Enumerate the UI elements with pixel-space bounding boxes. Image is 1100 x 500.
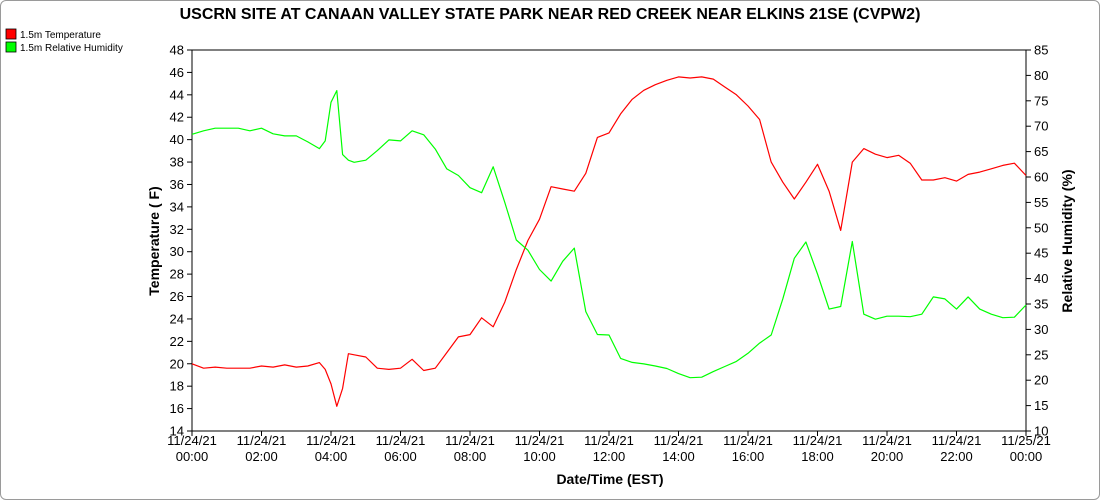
x-tick-label-date: 11/24/21: [723, 433, 773, 448]
right-tick-label: 60: [1034, 170, 1048, 185]
x-tick-label-date: 11/24/21: [654, 433, 704, 448]
x-tick-label-date: 11/25/21: [1001, 433, 1051, 448]
x-axis-title: Date/Time (EST): [556, 471, 663, 487]
x-tick-label-time: 08:00: [454, 449, 487, 464]
x-tick-label-time: 22:00: [940, 449, 973, 464]
x-tick-label-date: 11/24/21: [237, 433, 287, 448]
right-tick-label: 15: [1034, 398, 1048, 413]
x-tick-label-time: 14:00: [662, 449, 695, 464]
left-tick-label: 22: [170, 334, 184, 349]
left-tick-label: 16: [170, 401, 184, 416]
right-tick-label: 40: [1034, 271, 1048, 286]
x-tick-label-time: 00:00: [1010, 449, 1043, 464]
left-tick-label: 30: [170, 244, 184, 259]
legend-swatch-temperature: [5, 28, 17, 40]
legend-swatch-humidity: [5, 41, 17, 53]
x-tick-label-time: 20:00: [871, 449, 904, 464]
right-tick-label: 85: [1034, 43, 1048, 58]
x-tick-label-time: 04:00: [315, 449, 348, 464]
temperature-series-line: [191, 76, 1027, 407]
left-axis-title: Temperature ( F): [146, 186, 162, 295]
x-axis: 11/24/2100:0011/24/2102:0011/24/2104:001…: [167, 431, 1051, 464]
legend-label-temperature: 1.5m Temperature: [20, 30, 101, 41]
legend-label-humidity: 1.5m Relative Humidity: [20, 43, 123, 54]
left-tick-label: 36: [170, 177, 184, 192]
right-axis-title: Relative Humidity (%): [1059, 169, 1075, 312]
left-tick-label: 18: [170, 379, 184, 394]
right-tick-label: 70: [1034, 119, 1048, 134]
right-tick-label: 35: [1034, 297, 1048, 312]
x-tick-label-time: 06:00: [384, 449, 417, 464]
right-tick-label: 55: [1034, 195, 1048, 210]
left-tick-label: 42: [170, 110, 184, 125]
x-tick-label-time: 02:00: [245, 449, 278, 464]
right-tick-label: 65: [1034, 144, 1048, 159]
x-tick-label-date: 11/24/21: [584, 433, 634, 448]
left-tick-label: 32: [170, 222, 184, 237]
x-tick-label-date: 11/24/21: [306, 433, 356, 448]
plot-area: [191, 49, 1027, 432]
left-tick-label: 46: [170, 65, 184, 80]
chart-title: USCRN SITE AT CANAAN VALLEY STATE PARK N…: [180, 6, 921, 23]
right-axis: 10 15 20 25 30 35 40 45 50 55 60 65 70 75 80 85: [1026, 43, 1048, 439]
right-tick-label: 10: [1034, 424, 1048, 439]
right-tick-label: 45: [1034, 246, 1048, 261]
right-tick-label: 80: [1034, 68, 1048, 83]
left-tick-label: 14: [170, 424, 184, 439]
left-tick-label: 38: [170, 155, 184, 170]
x-tick-label-time: 10:00: [523, 449, 556, 464]
x-tick-label-date: 11/24/21: [167, 433, 217, 448]
x-tick-label-time: 00:00: [176, 449, 209, 464]
left-tick-label: 24: [170, 311, 184, 326]
x-tick-label-date: 11/24/21: [515, 433, 565, 448]
x-tick-label-date: 11/24/21: [793, 433, 843, 448]
left-tick-label: 20: [170, 356, 184, 371]
humidity-series-line: [191, 89, 1027, 379]
x-tick-label-time: 18:00: [801, 449, 834, 464]
left-tick-label: 48: [170, 43, 184, 58]
x-tick-label-time: 12:00: [593, 449, 626, 464]
right-tick-label: 20: [1034, 373, 1048, 388]
left-tick-label: 34: [170, 199, 184, 214]
x-tick-label-time: 16:00: [732, 449, 765, 464]
left-tick-label: 28: [170, 267, 184, 282]
right-tick-label: 50: [1034, 220, 1048, 235]
x-tick-label-date: 11/24/21: [445, 433, 495, 448]
left-tick-label: 26: [170, 289, 184, 304]
right-tick-label: 75: [1034, 93, 1048, 108]
legend: 1.5m Temperature 1.5m Relative Humidity: [5, 28, 123, 54]
x-tick-label-date: 11/24/21: [862, 433, 912, 448]
right-tick-label: 25: [1034, 347, 1048, 362]
x-tick-label-date: 11/24/21: [932, 433, 982, 448]
left-tick-label: 44: [170, 87, 184, 102]
right-tick-label: 30: [1034, 322, 1048, 337]
x-tick-label-date: 11/24/21: [376, 433, 426, 448]
series-layer: [191, 76, 1027, 407]
left-tick-label: 40: [170, 132, 184, 147]
left-axis: 14 16 18 20 22 24 26 28 30 32 34 36 38 40 42 44 46 48: [170, 43, 192, 439]
